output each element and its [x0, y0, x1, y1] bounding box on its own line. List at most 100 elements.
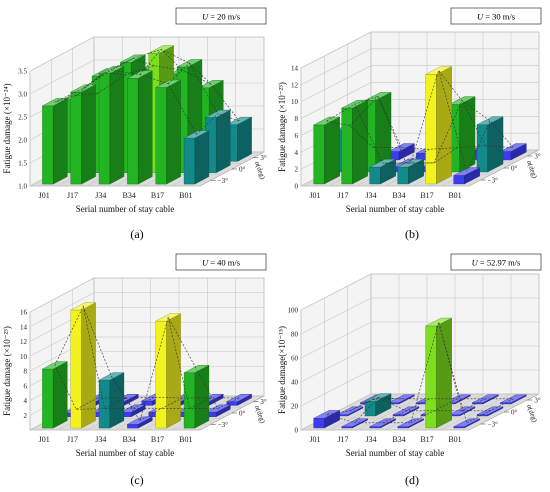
y-tick-label: 6 — [295, 132, 299, 140]
bar-top — [453, 418, 480, 427]
bar-front — [183, 372, 196, 429]
bar-top — [425, 317, 452, 327]
depth-connector — [466, 398, 514, 424]
y-tick-label: 0 — [295, 183, 299, 191]
y-tick-label: 14 — [291, 65, 299, 73]
bar-front — [341, 107, 353, 185]
depth-connector — [466, 120, 514, 172]
bar-top — [42, 361, 68, 370]
bar-top — [425, 66, 452, 75]
bar — [183, 130, 210, 185]
bar-side — [52, 361, 68, 429]
bar-top — [183, 130, 210, 139]
y-tick-label: 4 — [24, 397, 28, 405]
y-tick-label: 100 — [288, 307, 299, 315]
bar — [476, 116, 504, 173]
depth-tick-label: 3° — [534, 397, 541, 405]
bar-top — [205, 404, 231, 413]
bar-front — [155, 320, 167, 429]
bar — [127, 70, 153, 185]
depth-connector — [139, 48, 183, 75]
bar — [155, 79, 181, 185]
depth-connector — [82, 306, 126, 410]
y-tick-label: 8 — [24, 368, 28, 376]
bar-front — [397, 166, 409, 185]
series-connector — [54, 69, 197, 135]
chart-panel-b: 0 2 4 6 8 10 12 14 J01 J17 J34 B34 B17 B01 3° 0° −3° α(de… — [277, 7, 542, 241]
depth-tick-label: 0° — [239, 166, 246, 174]
z-axis-label: α(deg) — [525, 403, 539, 424]
bar — [98, 372, 125, 429]
x-tick-label: J34 — [95, 191, 106, 200]
bar-top — [120, 404, 146, 413]
depth-connector — [354, 95, 402, 148]
depth-tick-label: −3° — [488, 177, 498, 185]
bar-side — [436, 66, 452, 185]
depth-tick-label: 3° — [260, 398, 267, 406]
bar-side — [324, 116, 340, 185]
y-tick-label: 20 — [291, 403, 299, 411]
x-tick-label: J17 — [67, 191, 78, 200]
depth-connector — [410, 147, 458, 164]
x-tick-label: B34 — [122, 191, 135, 200]
bar-side — [352, 99, 368, 185]
depth-connector — [167, 62, 212, 85]
depth-connector — [382, 398, 430, 424]
bar — [42, 361, 68, 429]
bar-top — [388, 143, 415, 152]
legend-variable: U — [472, 258, 480, 268]
x-tick-label: J34 — [365, 435, 376, 444]
x-axis-label: Serial number of stay cable — [76, 204, 174, 214]
series-connector — [97, 65, 240, 122]
depth-tick-label: 0° — [511, 165, 518, 173]
bar-top — [453, 167, 480, 176]
y-tick-label: 2 — [295, 166, 299, 174]
depth-tick-label: −3° — [218, 177, 228, 185]
bar — [397, 158, 424, 185]
depth-connector — [438, 321, 486, 412]
legend-variable: U — [477, 12, 485, 22]
bar-front — [313, 418, 325, 429]
y-tick-label: 1.0 — [18, 183, 27, 191]
panel-label: (a) — [130, 227, 143, 241]
depth-connector — [354, 397, 402, 424]
panel-label: (d) — [405, 473, 419, 487]
depth-connector — [54, 92, 98, 103]
bar-front — [98, 73, 111, 185]
x-tick-label: B34 — [392, 191, 405, 200]
depth-tick-label: −3° — [488, 421, 498, 429]
legend-value: = 40 m/s — [210, 258, 240, 268]
y-tick-label: 3.5 — [18, 68, 27, 76]
x-axis-label: Serial number of stay cable — [76, 448, 174, 458]
bar — [70, 84, 96, 185]
bar-front — [127, 424, 139, 429]
bar-front — [476, 124, 488, 173]
legend-text: U = 40 m/s — [202, 258, 240, 268]
bar-side — [459, 96, 476, 173]
y-tick-label: 8 — [295, 115, 299, 123]
legend-variable: U — [202, 12, 210, 22]
y-tick-label: 1.5 — [18, 160, 27, 168]
bar-side — [237, 116, 252, 162]
depth-tick-label: −3° — [218, 421, 228, 429]
y-tick-label: 60 — [291, 355, 299, 363]
bar-front — [70, 91, 82, 185]
x-tick-label: J01 — [309, 191, 320, 200]
bar — [369, 418, 396, 429]
x-tick-label: J01 — [39, 435, 50, 444]
bar-front — [183, 137, 196, 185]
series-connector — [373, 145, 514, 150]
bar-side — [109, 65, 125, 185]
chart-panel-c: 2 4 6 8 10 12 14 16 J01 J17 J34 B34 B17 B01 3° 0° −3° α(d… — [2, 253, 267, 487]
x-tick-label: J34 — [365, 191, 376, 200]
y-tick-label: 2.0 — [18, 137, 27, 145]
y-axis-label: Fatigue damage (×10⁻²⁴) — [2, 83, 12, 173]
depth-connector — [326, 398, 374, 415]
depth-connector — [438, 70, 486, 147]
legend-value: = 52.97 m/s — [480, 258, 520, 268]
x-tick-label: B01 — [179, 435, 192, 444]
legend-text: U = 20 m/s — [202, 12, 240, 22]
bar-top — [388, 394, 415, 403]
bar-side — [52, 98, 68, 185]
y-tick-label: 3.0 — [18, 91, 27, 99]
